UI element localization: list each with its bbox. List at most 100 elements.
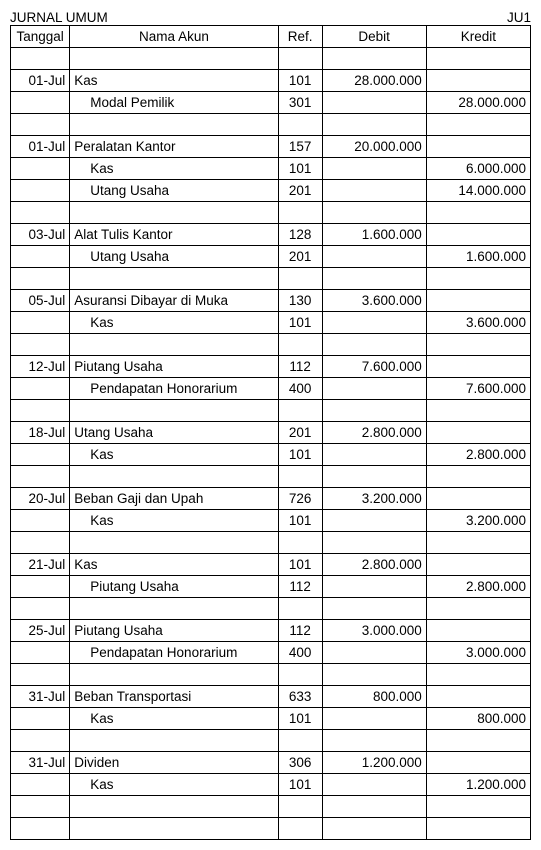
header-nama: Nama Akun [70,26,278,48]
table-row: Kas1011.200.000 [11,774,531,796]
table-row: 03-JulAlat Tulis Kantor1281.600.000 [11,224,531,246]
cell-ref [278,598,322,620]
cell-tanggal: 18-Jul [11,422,70,444]
cell-ref [278,818,322,840]
cell-debit: 20.000.000 [322,136,426,158]
cell-debit: 3.600.000 [322,290,426,312]
cell-ref [278,466,322,488]
cell-ref [278,532,322,554]
table-row [11,114,531,136]
cell-ref: 201 [278,246,322,268]
cell-nama: Utang Usaha [70,180,278,202]
cell-nama: Beban Transportasi [70,686,278,708]
cell-debit: 2.800.000 [322,554,426,576]
cell-nama [70,48,278,70]
table-row: Kas1013.600.000 [11,312,531,334]
cell-ref [278,114,322,136]
cell-kredit [426,532,530,554]
cell-debit [322,114,426,136]
cell-debit [322,532,426,554]
cell-debit [322,444,426,466]
cell-ref: 130 [278,290,322,312]
table-row: 12-JulPiutang Usaha1127.600.000 [11,356,531,378]
cell-kredit: 6.000.000 [426,158,530,180]
cell-ref: 101 [278,708,322,730]
table-row [11,48,531,70]
journal-table: Tanggal Nama Akun Ref. Debit Kredit 01-J… [10,25,531,840]
cell-tanggal [11,334,70,356]
cell-kredit [426,422,530,444]
cell-tanggal [11,180,70,202]
cell-tanggal: 12-Jul [11,356,70,378]
cell-kredit [426,598,530,620]
cell-nama [70,334,278,356]
cell-ref: 112 [278,576,322,598]
cell-debit [322,664,426,686]
cell-debit [322,268,426,290]
table-row: Modal Pemilik30128.000.000 [11,92,531,114]
cell-kredit: 3.000.000 [426,642,530,664]
cell-nama [70,268,278,290]
cell-kredit [426,466,530,488]
cell-nama: Piutang Usaha [70,620,278,642]
cell-ref: 633 [278,686,322,708]
cell-ref [278,48,322,70]
table-row: Kas101800.000 [11,708,531,730]
cell-tanggal: 25-Jul [11,620,70,642]
cell-ref: 101 [278,444,322,466]
cell-ref: 101 [278,70,322,92]
title-right: JU1 [507,10,531,25]
cell-debit: 2.800.000 [322,422,426,444]
cell-nama: Utang Usaha [70,246,278,268]
header-row: Tanggal Nama Akun Ref. Debit Kredit [11,26,531,48]
cell-nama [70,664,278,686]
cell-tanggal [11,312,70,334]
cell-kredit [426,202,530,224]
cell-tanggal: 21-Jul [11,554,70,576]
cell-kredit [426,70,530,92]
cell-nama: Kas [70,70,278,92]
cell-nama: Beban Gaji dan Upah [70,488,278,510]
table-row: Pendapatan Honorarium4003.000.000 [11,642,531,664]
cell-nama: Peralatan Kantor [70,136,278,158]
cell-tanggal [11,576,70,598]
cell-ref [278,664,322,686]
cell-tanggal [11,400,70,422]
cell-kredit: 2.800.000 [426,444,530,466]
cell-nama [70,202,278,224]
cell-tanggal [11,664,70,686]
cell-nama: Piutang Usaha [70,576,278,598]
cell-ref: 726 [278,488,322,510]
cell-nama [70,796,278,818]
table-row: 20-JulBeban Gaji dan Upah7263.200.000 [11,488,531,510]
cell-kredit: 7.600.000 [426,378,530,400]
table-row [11,400,531,422]
cell-tanggal [11,818,70,840]
table-row [11,268,531,290]
table-row [11,532,531,554]
cell-kredit [426,48,530,70]
cell-debit: 3.000.000 [322,620,426,642]
cell-nama: Kas [70,312,278,334]
cell-tanggal: 01-Jul [11,136,70,158]
cell-nama: Pendapatan Honorarium [70,378,278,400]
cell-debit [322,510,426,532]
cell-tanggal [11,158,70,180]
cell-nama: Utang Usaha [70,422,278,444]
table-row [11,598,531,620]
cell-debit [322,48,426,70]
table-row: Piutang Usaha1122.800.000 [11,576,531,598]
cell-ref [278,202,322,224]
cell-tanggal [11,642,70,664]
cell-ref [278,268,322,290]
cell-tanggal: 01-Jul [11,70,70,92]
cell-tanggal [11,246,70,268]
cell-debit [322,180,426,202]
cell-kredit [426,664,530,686]
table-row: 18-JulUtang Usaha2012.800.000 [11,422,531,444]
cell-ref: 112 [278,356,322,378]
cell-nama: Asuransi Dibayar di Muka [70,290,278,312]
cell-debit: 3.200.000 [322,488,426,510]
cell-kredit: 800.000 [426,708,530,730]
cell-nama [70,532,278,554]
